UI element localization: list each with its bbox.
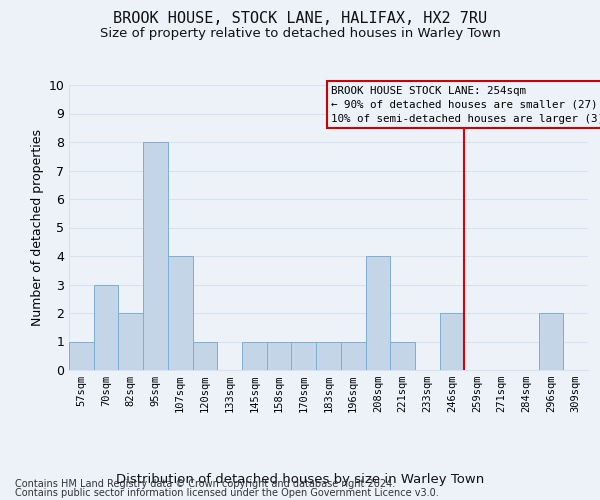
- Bar: [69, 342, 94, 370]
- Text: Size of property relative to detached houses in Warley Town: Size of property relative to detached ho…: [100, 28, 500, 40]
- Bar: [242, 342, 267, 370]
- Text: Contains public sector information licensed under the Open Government Licence v3: Contains public sector information licen…: [15, 488, 439, 498]
- Bar: [94, 284, 118, 370]
- Bar: [193, 342, 217, 370]
- Text: Contains HM Land Registry data © Crown copyright and database right 2024.: Contains HM Land Registry data © Crown c…: [15, 479, 395, 489]
- Text: Distribution of detached houses by size in Warley Town: Distribution of detached houses by size …: [116, 472, 484, 486]
- Bar: [365, 256, 390, 370]
- Bar: [118, 313, 143, 370]
- Bar: [440, 313, 464, 370]
- Bar: [539, 313, 563, 370]
- Bar: [292, 342, 316, 370]
- Bar: [168, 256, 193, 370]
- Text: BROOK HOUSE, STOCK LANE, HALIFAX, HX2 7RU: BROOK HOUSE, STOCK LANE, HALIFAX, HX2 7R…: [113, 11, 487, 26]
- Bar: [316, 342, 341, 370]
- Bar: [267, 342, 292, 370]
- Text: BROOK HOUSE STOCK LANE: 254sqm
← 90% of detached houses are smaller (27)
10% of : BROOK HOUSE STOCK LANE: 254sqm ← 90% of …: [331, 86, 600, 124]
- Bar: [341, 342, 365, 370]
- Bar: [143, 142, 168, 370]
- Y-axis label: Number of detached properties: Number of detached properties: [31, 129, 44, 326]
- Bar: [390, 342, 415, 370]
